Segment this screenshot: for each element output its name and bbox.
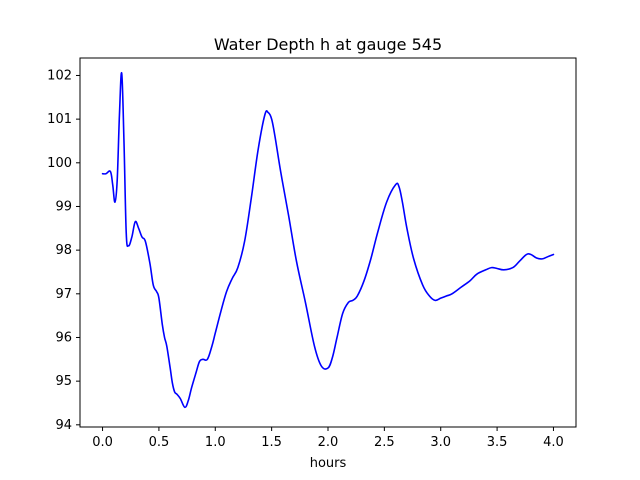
y-tick-label: 102: [47, 68, 72, 83]
y-tick-label: 98: [55, 243, 72, 258]
y-tick-label: 95: [55, 374, 72, 389]
y-axis-ticks: 94 95 96 97 98 99 100 101 102: [47, 68, 80, 433]
x-tick-label: 4.0: [543, 435, 564, 450]
y-tick-label: 100: [47, 156, 72, 171]
x-axis-label: hours: [310, 456, 347, 471]
x-tick-label: 2.0: [318, 435, 339, 450]
chart-title: Water Depth h at gauge 545: [214, 35, 442, 54]
x-tick-label: 3.0: [430, 435, 451, 450]
y-tick-label: 96: [55, 330, 72, 345]
y-tick-label: 94: [55, 418, 72, 433]
x-tick-label: 1.0: [205, 435, 226, 450]
x-tick-label: 2.5: [374, 435, 395, 450]
plot-frame: [79, 57, 577, 428]
x-tick-label: 1.5: [261, 435, 282, 450]
series-line-h: [101, 72, 555, 409]
x-tick-label: 0.0: [92, 435, 113, 450]
x-tick-label: 3.5: [487, 435, 508, 450]
y-tick-label: 97: [55, 287, 72, 302]
x-tick-label: 0.5: [149, 435, 170, 450]
y-tick-label: 99: [55, 199, 72, 214]
plot-area: [101, 72, 555, 409]
x-axis-ticks: 0.0 0.5 1.0 1.5 2.0 2.5 3.0 3.5 4.0: [92, 427, 564, 450]
y-tick-label: 101: [47, 112, 72, 127]
